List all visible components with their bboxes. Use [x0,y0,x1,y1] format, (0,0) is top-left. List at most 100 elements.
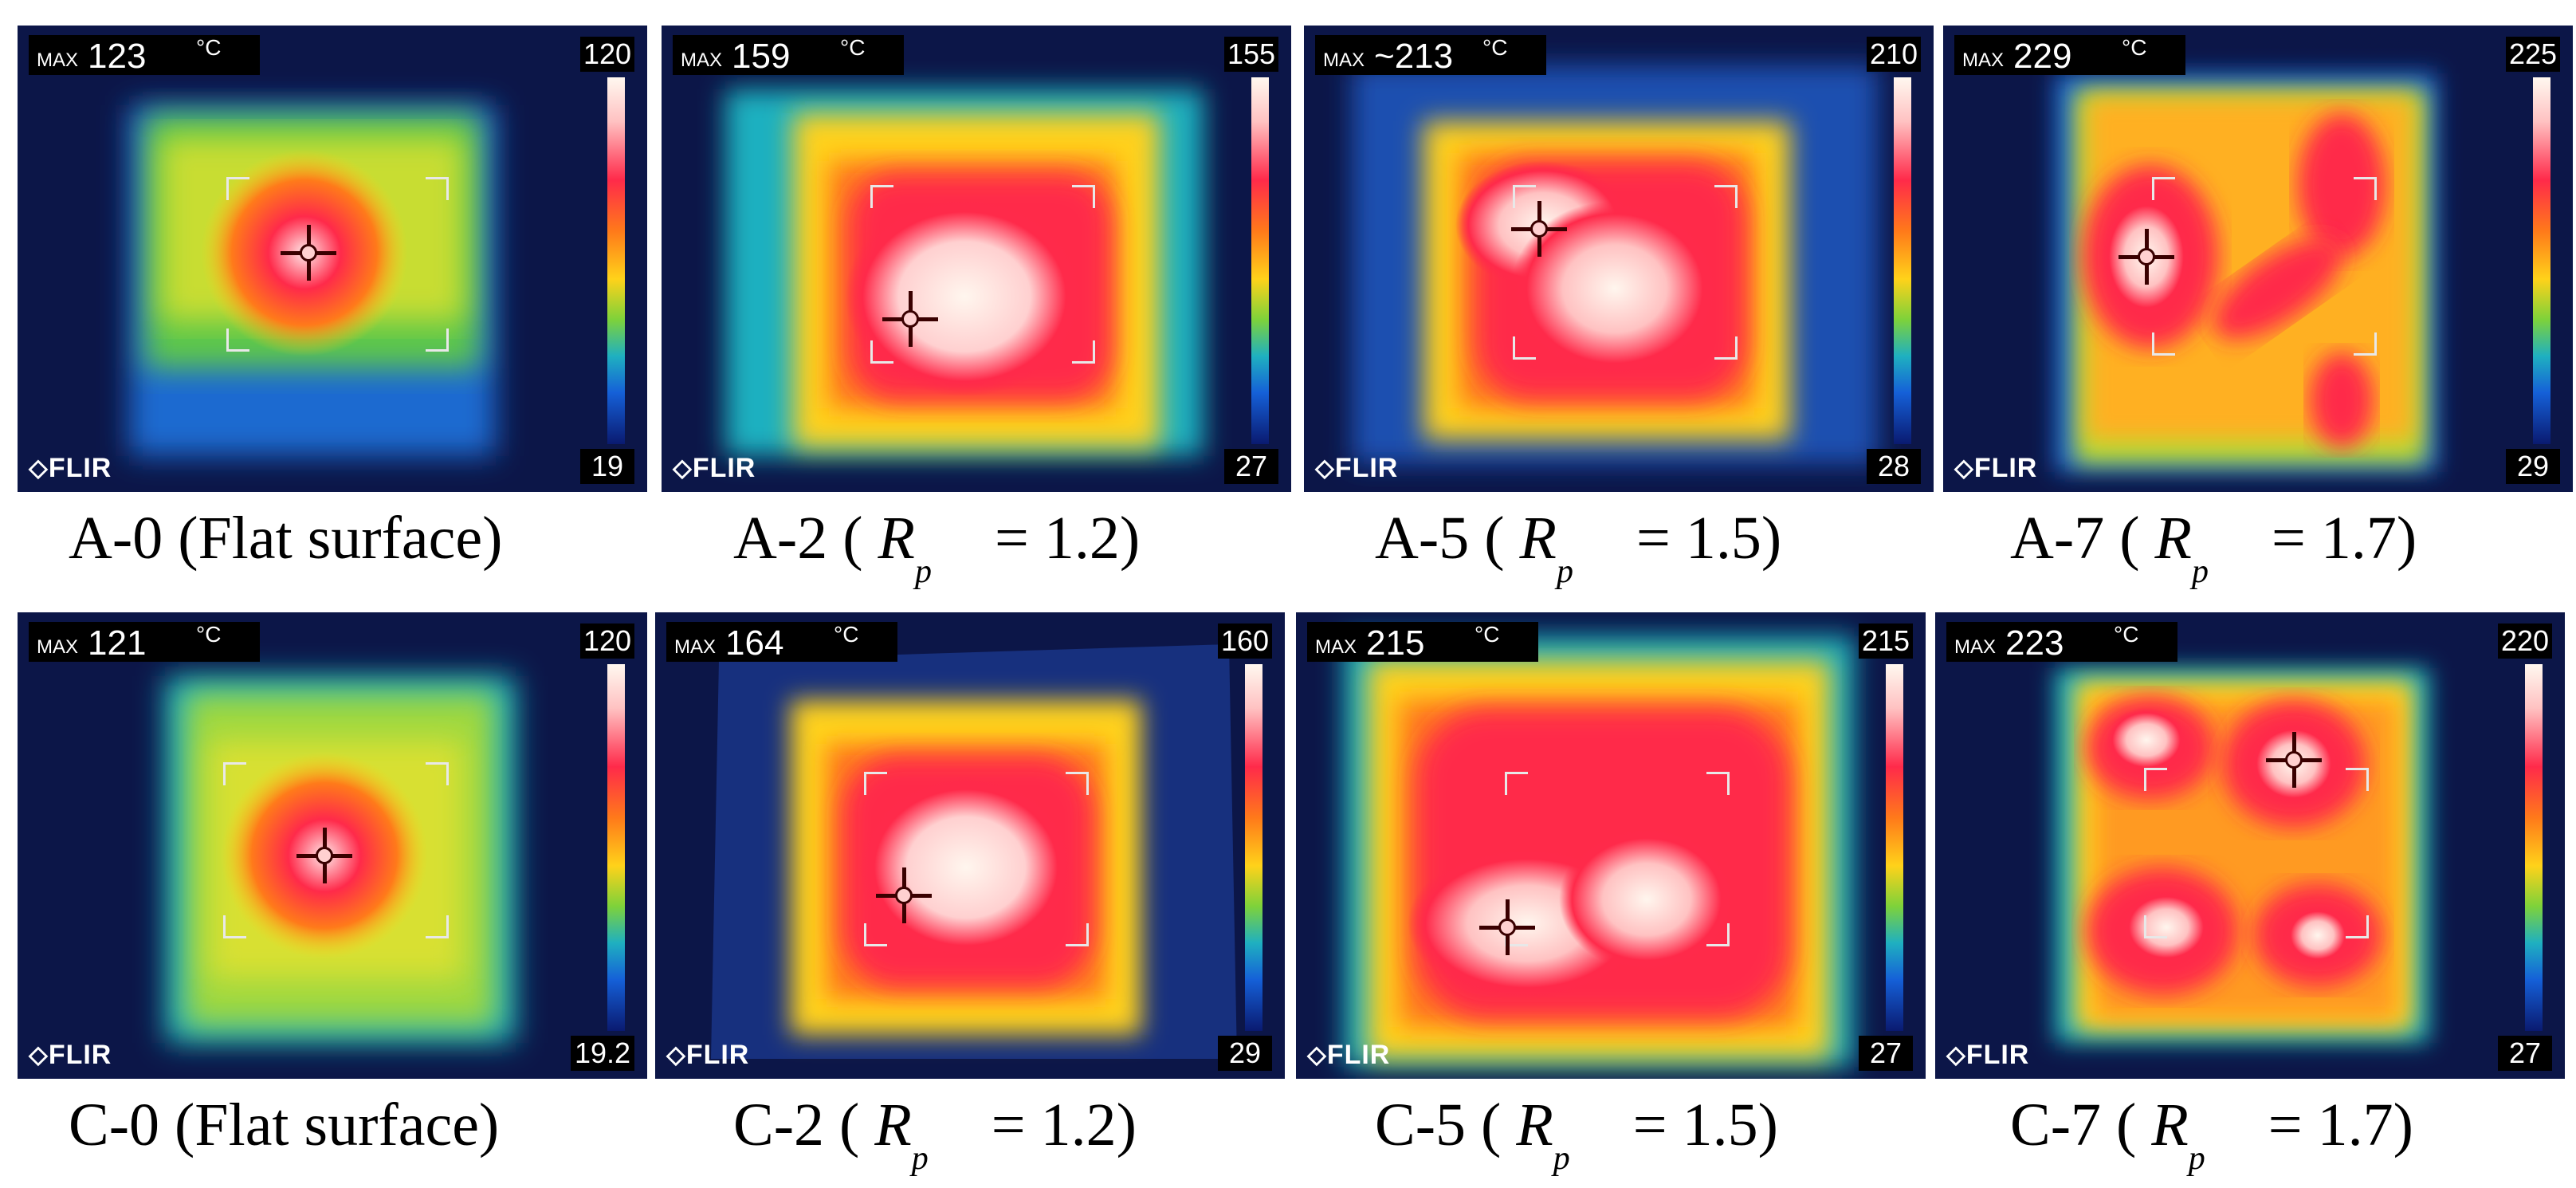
crosshair-icon [1511,201,1567,257]
thermal-image [1943,26,2573,492]
roi-corner [426,915,449,938]
roi-corner [223,762,246,785]
flir-logo: ⬦FLIR [673,453,756,483]
caption-prefix: A-5 ( [1375,505,1505,572]
roi-corner [1505,772,1528,795]
caption-prefix: C-2 ( [733,1092,860,1158]
brand-text: FLIR [48,1040,112,1070]
crosshair-icon [882,291,938,347]
scale-max: 155 [1224,37,1278,72]
caption-subscript: p [914,553,932,590]
roi-corner [1066,772,1089,795]
scale-min: 29 [2506,449,2560,484]
scale-max: 225 [2506,37,2560,72]
flir-logo: ⬦FLIR [29,453,112,483]
scale-min: 29 [1218,1036,1272,1071]
flir-logo: ⬦FLIR [666,1040,750,1070]
caption-subscript: p [2191,553,2209,590]
temperature-unit: °C [196,622,222,647]
caption-prefix: A-7 ( [2010,505,2140,572]
thermal-image [662,26,1291,492]
caption-subscript: p [1553,1140,1570,1177]
max-label: MAX [1962,49,2005,71]
max-readout: MAX 159 °C [673,35,904,76]
caption-subscript: p [911,1140,929,1177]
caption-suffix: = 1.2) [994,505,1141,572]
roi-corner [2346,915,2369,938]
caption-symbol: R [878,505,915,572]
max-label: MAX [37,636,79,658]
max-value: 164 [725,624,784,663]
scale-max: 120 [580,624,634,659]
roi-corner [864,772,887,795]
caption-symbol: R [874,1092,912,1158]
caption-a7: A-7 ( Rp = 1.7) [2010,504,2417,591]
brand-text: FLIR [1326,1040,1391,1070]
roi-corner [1072,340,1095,364]
max-label: MAX [1954,636,1997,658]
crosshair-icon [2119,229,2174,285]
thermal-panel-c7: MAX 223 °C 220 27 ⬦FLIR [1935,612,2565,1079]
max-value: 229 [2013,37,2072,76]
color-scale-bar [1894,77,1911,444]
thermal-panel-a2: MAX 159 °C 155 27 ⬦FLIR [662,26,1291,492]
max-label: MAX [674,636,717,658]
caption-suffix: = 1.7) [2268,1092,2413,1158]
temperature-unit: °C [834,622,859,647]
roi-corner [2144,768,2167,791]
scale-max: 120 [580,37,634,72]
temperature-unit: °C [840,35,866,60]
brand-text: FLIR [48,453,112,483]
thermal-image [655,612,1285,1079]
max-label: MAX [1323,49,1365,71]
max-label: MAX [1315,636,1357,658]
scale-min: 19.2 [571,1036,634,1071]
caption-a2: A-2 ( Rp = 1.2) [733,504,1140,591]
caption-symbol: R [2151,1092,2189,1158]
scale-min: 27 [1859,1036,1913,1071]
caption-suffix: = 1.5) [1636,505,1782,572]
scale-min: 19 [580,449,634,484]
thermal-image [1304,26,1934,492]
brand-text: FLIR [692,453,756,483]
flir-logo: ⬦FLIR [1307,1040,1391,1070]
caption-symbol: R [2154,505,2192,572]
flir-logo: ⬦FLIR [29,1040,112,1070]
max-readout: MAX 223 °C [1946,622,2177,663]
temperature-unit: °C [2122,35,2147,60]
roi-corner [426,762,449,785]
caption-symbol: R [1519,505,1557,572]
color-scale-bar [1251,77,1269,444]
roi-corner [226,328,249,352]
roi-corner [2354,177,2377,200]
thermal-image [1935,612,2565,1079]
roi-corner [2144,915,2167,938]
thermal-panel-a0: MAX 123 °C 120 19 ⬦FLIR [18,26,647,492]
caption-suffix: = 1.5) [1632,1092,1778,1158]
max-value: 159 [732,37,791,76]
max-value: 123 [88,37,147,76]
crosshair-icon [296,828,352,883]
scale-min: 27 [2498,1036,2552,1071]
thermal-panel-a5: MAX ~213 °C 210 28 ⬦FLIR [1304,26,1934,492]
roi-corner [864,923,887,946]
roi-corner [2152,332,2175,356]
crosshair-icon [281,225,336,281]
max-readout: MAX 215 °C [1307,622,1538,663]
flir-logo: ⬦FLIR [1315,453,1399,483]
flir-logo: ⬦FLIR [1954,453,2038,483]
roi-corner [1513,185,1536,208]
brand-text: FLIR [685,1040,750,1070]
roi-corner [426,177,449,200]
color-scale-bar [2533,77,2550,444]
roi-corner [426,328,449,352]
roi-corner [226,177,249,200]
caption-a5: A-5 ( Rp = 1.5) [1375,504,1781,591]
thermal-panel-c0: MAX 121 °C 120 19.2 ⬦FLIR [18,612,647,1079]
crosshair-icon [1479,899,1535,955]
caption-suffix: = 1.7) [2271,505,2417,572]
max-readout: MAX 229 °C [1954,35,2185,76]
max-value: 223 [2005,624,2064,663]
thermal-panel-c2: MAX 164 °C 160 29 ⬦FLIR [655,612,1285,1079]
thermal-image [18,612,647,1079]
